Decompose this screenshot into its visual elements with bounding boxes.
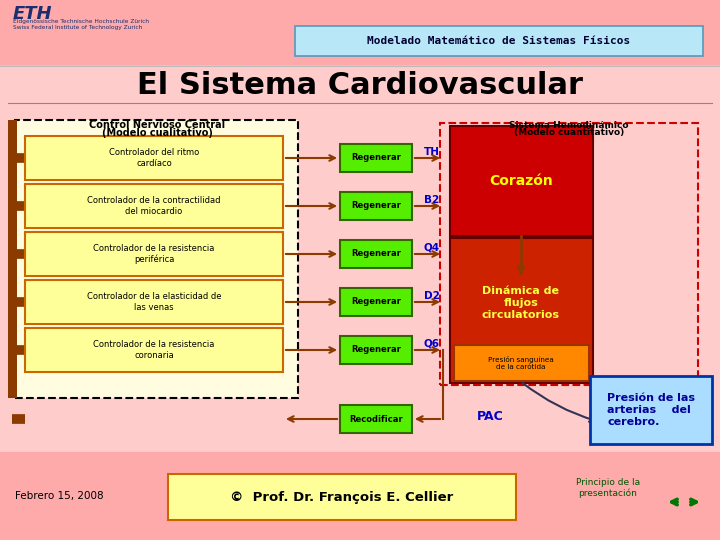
Text: Regenerar: Regenerar	[351, 346, 401, 354]
Text: Presión sanguínea
de la carótida: Presión sanguínea de la carótida	[488, 356, 554, 370]
Text: Regenerar: Regenerar	[351, 249, 401, 259]
Text: Eidgenössische Technische Hochschule Zürich: Eidgenössische Technische Hochschule Zür…	[13, 19, 149, 24]
Text: (Modelo cualitativo): (Modelo cualitativo)	[102, 128, 212, 138]
Text: Controlador de la elasticidad de
las venas: Controlador de la elasticidad de las ven…	[86, 292, 221, 312]
Text: Regenerar: Regenerar	[351, 298, 401, 307]
Text: TH: TH	[424, 147, 440, 157]
Text: Modelado Matemático de Sistemas Físicos: Modelado Matemático de Sistemas Físicos	[367, 36, 631, 46]
Bar	[15, 120, 298, 398]
Bar	[25, 136, 283, 180]
Bar	[440, 123, 698, 385]
Text: Corazón: Corazón	[489, 174, 553, 188]
Bar	[0, 452, 720, 540]
Bar	[168, 474, 516, 520]
Text: Controlador de la resistencia
coronaria: Controlador de la resistencia coronaria	[94, 340, 215, 360]
Bar	[340, 336, 412, 364]
Bar	[450, 238, 593, 383]
Text: Regenerar: Regenerar	[351, 201, 401, 211]
Bar	[25, 328, 283, 372]
Bar	[450, 126, 593, 236]
Text: Controlador de la contractilidad
del miocardio: Controlador de la contractilidad del mio…	[87, 197, 221, 215]
Bar	[25, 184, 283, 228]
Text: Q4: Q4	[424, 243, 440, 253]
Text: Principio de la
presentación: Principio de la presentación	[576, 478, 640, 498]
Text: Regenerar: Regenerar	[351, 153, 401, 163]
Text: Swiss Federal Institute of Technology Zurich: Swiss Federal Institute of Technology Zu…	[13, 25, 143, 30]
Bar	[340, 144, 412, 172]
Bar	[0, 66, 720, 452]
Text: D2: D2	[424, 291, 440, 301]
Bar	[340, 405, 412, 433]
Text: El Sistema Cardiovascular: El Sistema Cardiovascular	[137, 71, 583, 99]
Text: Controlador de la resistencia
periférica: Controlador de la resistencia periférica	[94, 244, 215, 264]
Bar	[340, 240, 412, 268]
Text: Febrero 15, 2008: Febrero 15, 2008	[15, 491, 104, 501]
Bar	[8, 120, 17, 398]
Bar	[590, 376, 712, 444]
Bar	[25, 232, 283, 276]
Text: PAC: PAC	[477, 410, 503, 423]
Text: (Modelo cuantitativo): (Modelo cuantitativo)	[514, 129, 624, 138]
Text: Sistema Hemodinámico: Sistema Hemodinámico	[509, 120, 629, 130]
Text: Control Nervioso Central: Control Nervioso Central	[89, 120, 225, 130]
Bar	[25, 280, 283, 324]
Text: Recodificar: Recodificar	[349, 415, 402, 423]
Bar	[340, 288, 412, 316]
Text: ETH: ETH	[13, 5, 53, 23]
Bar	[454, 345, 589, 381]
Bar	[295, 26, 703, 56]
Bar	[340, 192, 412, 220]
Text: Dinámica de
flujos
circulatorios: Dinámica de flujos circulatorios	[482, 286, 560, 320]
Text: Controlador del ritmo
cardíaco: Controlador del ritmo cardíaco	[109, 148, 199, 168]
Text: B2: B2	[424, 195, 439, 205]
Text: Presión de las
arterias    del
cerebro.: Presión de las arterias del cerebro.	[607, 394, 695, 427]
Text: ©  Prof. Dr. François E. Cellier: © Prof. Dr. François E. Cellier	[230, 490, 454, 503]
Bar	[0, 0, 720, 65]
Text: Q6: Q6	[424, 339, 440, 349]
